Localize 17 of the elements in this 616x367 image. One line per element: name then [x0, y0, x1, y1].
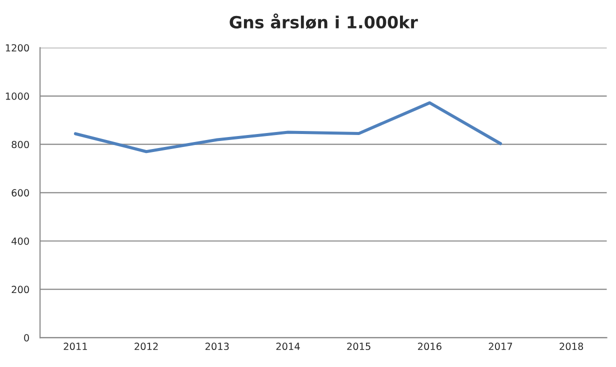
y-tick-label: 600 [12, 189, 29, 197]
x-tick-label: 2011 [64, 342, 87, 350]
y-tick-label: 800 [12, 140, 29, 148]
x-tick-label: 2015 [347, 342, 370, 350]
y-tick-label: 400 [12, 237, 29, 245]
x-tick-label: 2018 [560, 342, 584, 350]
y-tick-label: 1200 [6, 44, 29, 52]
y-tick-label: 0 [24, 334, 29, 342]
x-tick-label: 2014 [276, 342, 300, 350]
y-tick-label: 1000 [6, 92, 29, 100]
line-series [74, 101, 502, 154]
chart-title: Gns årsløn i 1.000kr [230, 13, 418, 30]
y-tick-label: 200 [12, 286, 29, 294]
x-tick-label: 2013 [205, 342, 229, 350]
x-tick-label: 2017 [488, 342, 512, 350]
x-tick-label: 2012 [134, 342, 158, 350]
x-tick-label: 2016 [418, 342, 442, 350]
